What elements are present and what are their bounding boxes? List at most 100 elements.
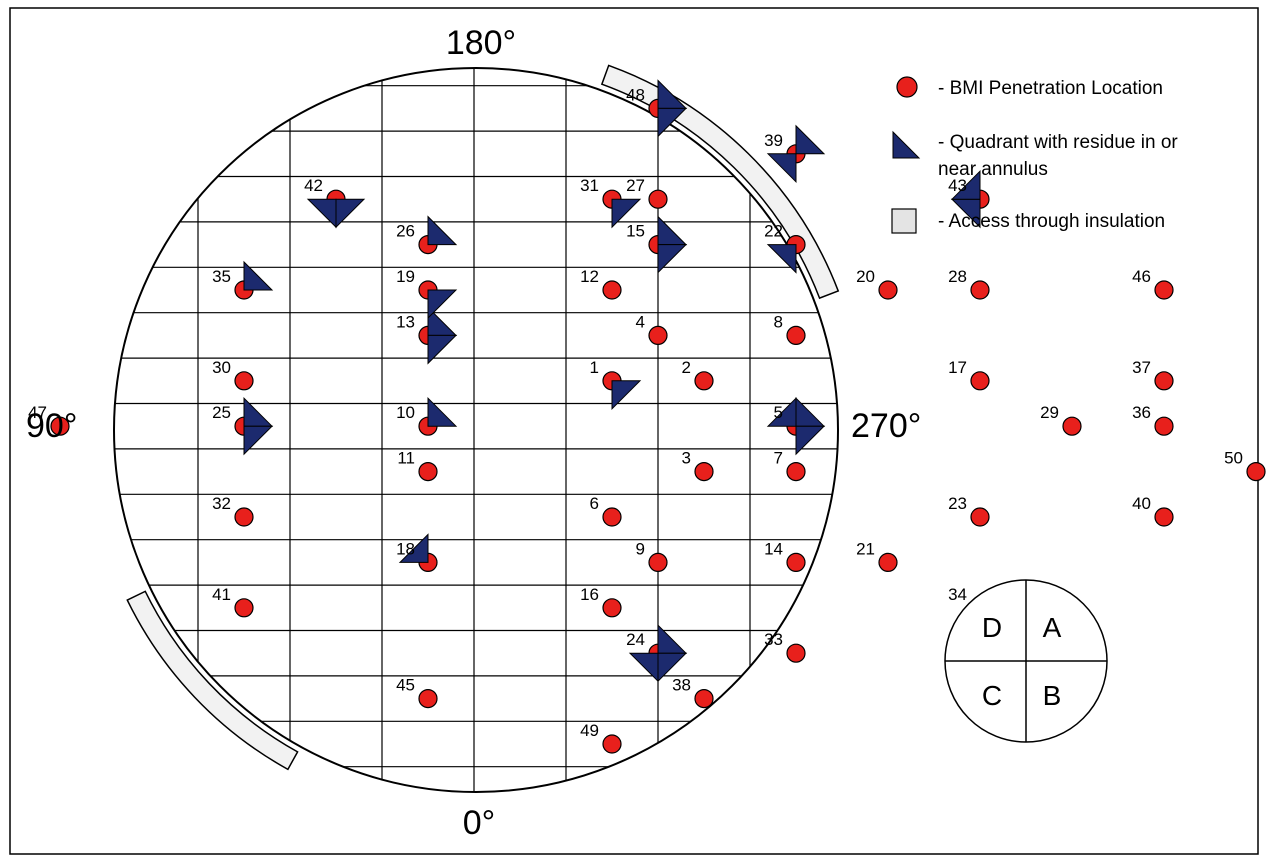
- penetration-label: 49: [580, 721, 599, 740]
- quadrant-key-a: A: [1043, 612, 1062, 643]
- penetration-8: 8: [774, 312, 806, 345]
- legend-quadrant-text-1: - Quadrant with residue in or: [938, 132, 1178, 153]
- residue-quadrant-d: [766, 396, 797, 427]
- penetration-dot: [970, 371, 990, 391]
- penetration-label: 37: [1132, 358, 1151, 377]
- penetration-label: 22: [764, 222, 783, 241]
- penetration-label: 5: [774, 403, 783, 422]
- penetration-47: 47: [28, 403, 70, 436]
- penetration-23: 23: [948, 494, 990, 527]
- residue-quadrant-c: [766, 244, 797, 274]
- penetration-27: 27: [626, 176, 668, 209]
- penetration-label: 45: [396, 676, 415, 695]
- penetration-dot: [694, 462, 714, 482]
- residue-quadrant-b: [427, 334, 458, 365]
- penetration-label: 25: [212, 403, 231, 422]
- penetration-22: 22: [764, 222, 806, 274]
- penetration-30: 30: [212, 358, 254, 391]
- penetration-dot: [602, 598, 622, 618]
- penetration-dot: [878, 280, 898, 300]
- penetration-label: 19: [396, 267, 415, 286]
- penetration-26: 26: [396, 215, 458, 255]
- penetration-label: 46: [1132, 267, 1151, 286]
- penetration-dot: [1154, 416, 1174, 436]
- penetration-25: 25: [212, 396, 274, 456]
- penetration-dot: [1246, 462, 1266, 482]
- penetration-18: 18: [396, 533, 438, 573]
- legend-quadrant-text-2: near annulus: [938, 159, 1048, 180]
- penetration-dot: [694, 688, 714, 709]
- penetration-label: 41: [212, 585, 231, 604]
- penetration-label: 8: [774, 312, 783, 331]
- penetration-label: 2: [682, 358, 691, 377]
- penetration-label: 18: [396, 539, 415, 558]
- penetration-label: 29: [1040, 403, 1059, 422]
- access-arc-lower-left: [126, 590, 299, 771]
- penetration-dot: [234, 507, 254, 527]
- penetration-dot: [970, 280, 990, 300]
- penetration-label: 14: [764, 539, 783, 558]
- penetration-label: 10: [396, 403, 415, 422]
- penetration-label: 34: [948, 585, 967, 604]
- penetration-label: 20: [856, 267, 875, 286]
- residue-quadrant-c: [628, 652, 659, 683]
- penetration-2: 2: [682, 358, 714, 391]
- legend-penetration-text: - BMI Penetration Location: [938, 78, 1163, 99]
- residue-quadrant-d: [398, 533, 429, 563]
- penetration-label: 3: [682, 449, 691, 468]
- penetration-48: 48: [626, 79, 688, 138]
- legend-access-text: - Access through insulation: [938, 211, 1165, 232]
- residue-quadrant-b: [657, 244, 688, 274]
- residue-quadrant-c: [306, 198, 337, 229]
- legend-access-icon: [891, 208, 917, 234]
- penetration-label: 23: [948, 494, 967, 513]
- penetration-16: 16: [580, 585, 622, 618]
- penetration-41: 41: [212, 585, 254, 618]
- penetration-3: 3: [682, 449, 714, 482]
- penetration-4: 4: [636, 312, 668, 345]
- penetration-dot: [1154, 371, 1174, 391]
- penetration-label: 1: [590, 358, 599, 377]
- penetration-46: 46: [1132, 267, 1174, 300]
- penetration-label: 36: [1132, 403, 1151, 422]
- penetration-7: 7: [774, 449, 806, 482]
- penetration-dot: [602, 734, 622, 754]
- penetration-33: 33: [764, 630, 806, 663]
- residue-quadrant-a: [427, 215, 458, 246]
- penetration-31: 31: [580, 176, 642, 229]
- penetration-dot: [970, 507, 990, 527]
- penetration-24: 24: [626, 623, 688, 683]
- residue-quadrant-a: [795, 124, 826, 155]
- penetration-label: 47: [28, 403, 47, 422]
- penetration-dot: [1062, 416, 1082, 436]
- residue-quadrant-a: [427, 396, 458, 427]
- penetration-dot: [1154, 280, 1174, 300]
- penetration-label: 4: [636, 312, 645, 331]
- penetration-label: 17: [948, 358, 967, 377]
- orientation-label-bottom: 0°: [463, 804, 496, 842]
- penetration-dot: [418, 462, 438, 482]
- penetration-label: 15: [626, 222, 645, 241]
- penetration-label: 16: [580, 585, 599, 604]
- penetration-label: 48: [626, 85, 645, 104]
- legend-residue-icon: [892, 130, 921, 159]
- penetration-dot: [648, 325, 668, 345]
- penetration-dot: [786, 643, 806, 663]
- penetration-label: 35: [212, 267, 231, 286]
- penetration-dot: [648, 552, 668, 573]
- penetration-15: 15: [626, 215, 688, 274]
- residue-quadrant-b: [611, 380, 642, 411]
- orientation-label-top: 180°: [446, 24, 516, 62]
- penetration-43: 43: [948, 169, 990, 229]
- quadrant-key-d: D: [982, 612, 1002, 643]
- penetration-label: 39: [764, 131, 783, 150]
- penetration-label: 24: [626, 630, 645, 649]
- orientation-label-left: 90°: [26, 407, 77, 445]
- penetration-label: 9: [636, 539, 645, 558]
- legend: - BMI Penetration Location - Quadrant wi…: [891, 76, 1178, 234]
- penetration-label: 43: [948, 176, 967, 195]
- penetration-dot: [602, 507, 622, 527]
- penetration-label: 50: [1224, 449, 1243, 468]
